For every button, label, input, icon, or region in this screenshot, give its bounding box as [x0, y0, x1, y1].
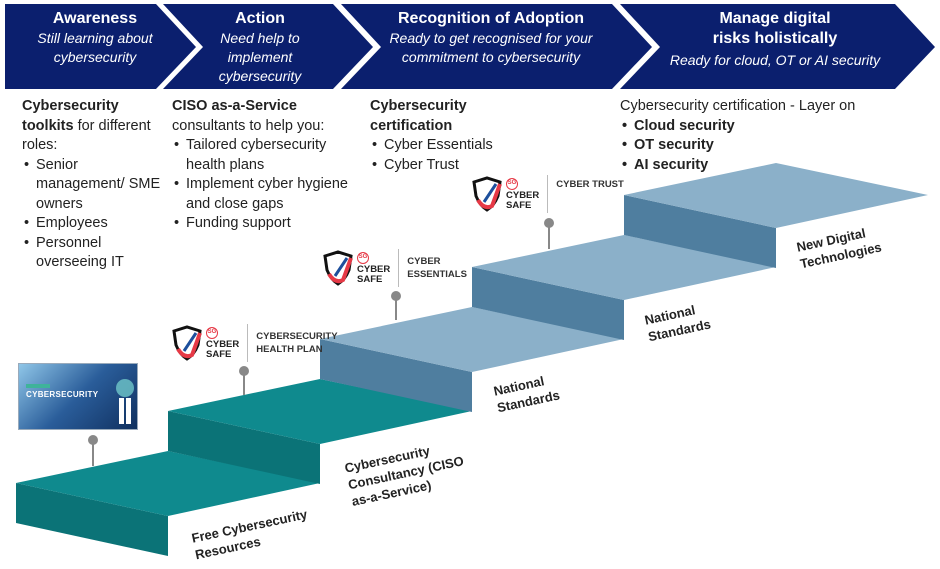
awareness-details: Cybersecurity toolkits for different rol…	[22, 97, 162, 273]
step-riser-2	[168, 411, 320, 484]
badge-divider	[247, 324, 249, 362]
chevron-action	[163, 4, 373, 89]
lead-text: Cybersecurity certification - Layer on	[620, 98, 856, 114]
pin-marker	[544, 218, 554, 249]
list-item: Tailored cybersecurity health plans	[172, 136, 357, 175]
thumbnail-title: CYBERSECURITY	[26, 390, 99, 399]
list-item: Personnel overseeing IT	[22, 234, 162, 273]
stage-title: Manage digital risks holistically	[712, 10, 838, 47]
action-details: CISO as-a-Service consultants to help yo…	[172, 97, 357, 234]
cyber-safe-shield-icon	[472, 176, 502, 212]
lead-text: consultants to help you:	[172, 117, 325, 134]
chevron-awareness	[5, 4, 196, 89]
badge-health-plan: SG CYBER SAFE CYBERSECURITY HEALTH PLAN	[170, 323, 338, 363]
stage-subtitle: Ready to get recognised for your commitm…	[389, 30, 593, 65]
stage-title: Action	[235, 10, 285, 27]
list-item: Cyber Essentials	[370, 136, 500, 156]
lead-text: for different roles:	[22, 117, 151, 154]
stage-subtitle: Ready for cloud, OT or AI security	[669, 52, 881, 68]
recognition-details: Cybersecurity certification Cyber Essent…	[370, 97, 500, 175]
badge-label: CYBER ESSENTIALS	[407, 256, 467, 280]
step-riser-1	[16, 483, 168, 556]
step-riser-4	[472, 267, 624, 340]
stage-title: Awareness	[52, 10, 138, 27]
stage-recognition: Recognition of Adoption Ready to get rec…	[375, 9, 607, 67]
stage-subtitle: Need help to implement cybersecurity	[218, 30, 302, 84]
list-item: Funding support	[172, 214, 357, 234]
badge-cyber-essentials: SG CYBER SAFE CYBER ESSENTIALS	[321, 248, 467, 288]
lead-bold: CISO as-a-Service	[172, 98, 297, 114]
stage-action: Action Need help to implement cybersecur…	[200, 9, 320, 86]
cyber-safe-logo: SG CYBER SAFE	[357, 251, 391, 285]
lead-bold: Cybersecurity toolkits	[22, 98, 119, 134]
list-item: Cloud security	[620, 117, 920, 137]
chevron-manage	[620, 4, 935, 89]
step-riser-5	[624, 195, 776, 268]
badge-label: CYBERSECURITY HEALTH PLAN	[256, 331, 338, 355]
pin-marker	[88, 435, 98, 466]
pin-marker	[391, 291, 401, 320]
lead-bold: Cybersecurity certification	[370, 98, 467, 134]
cyber-safe-logo: SG CYBER SAFE	[506, 177, 540, 211]
cyber-safe-logo: SG CYBER SAFE	[206, 326, 240, 360]
people-illustration-icon	[116, 379, 134, 424]
stage-awareness: Awareness Still learning about cybersecu…	[10, 9, 180, 67]
list-item: Implement cyber hygiene and close gaps	[172, 175, 357, 214]
list-item: Employees	[22, 214, 162, 234]
chevron-recognition	[341, 4, 652, 89]
badge-cyber-trust: SG CYBER SAFE CYBER TRUST	[470, 174, 624, 214]
stage-title: Recognition of Adoption	[397, 10, 585, 27]
badge-divider	[398, 249, 400, 287]
list-item: AI security	[620, 156, 920, 176]
badge-label: CYBER TRUST	[556, 179, 624, 190]
pin-marker	[239, 366, 249, 395]
cyber-safe-shield-icon	[323, 250, 353, 286]
stage-manage: Manage digital risks holistically Ready …	[660, 9, 890, 70]
step-tread-5	[624, 163, 928, 228]
stage-chevrons	[5, 4, 935, 89]
list-item: OT security	[620, 136, 920, 156]
manage-details: Cybersecurity certification - Layer on C…	[620, 97, 920, 175]
step-riser-3	[320, 339, 472, 412]
stage-subtitle: Still learning about cybersecurity	[37, 30, 153, 65]
list-item: Cyber Trust	[370, 156, 500, 176]
badge-divider	[547, 175, 549, 213]
thumbnail-tag	[26, 384, 50, 388]
toolkit-thumbnail: CYBERSECURITY	[18, 363, 138, 430]
list-item: Senior management/ SME owners	[22, 156, 162, 215]
cyber-safe-shield-icon	[172, 325, 202, 361]
